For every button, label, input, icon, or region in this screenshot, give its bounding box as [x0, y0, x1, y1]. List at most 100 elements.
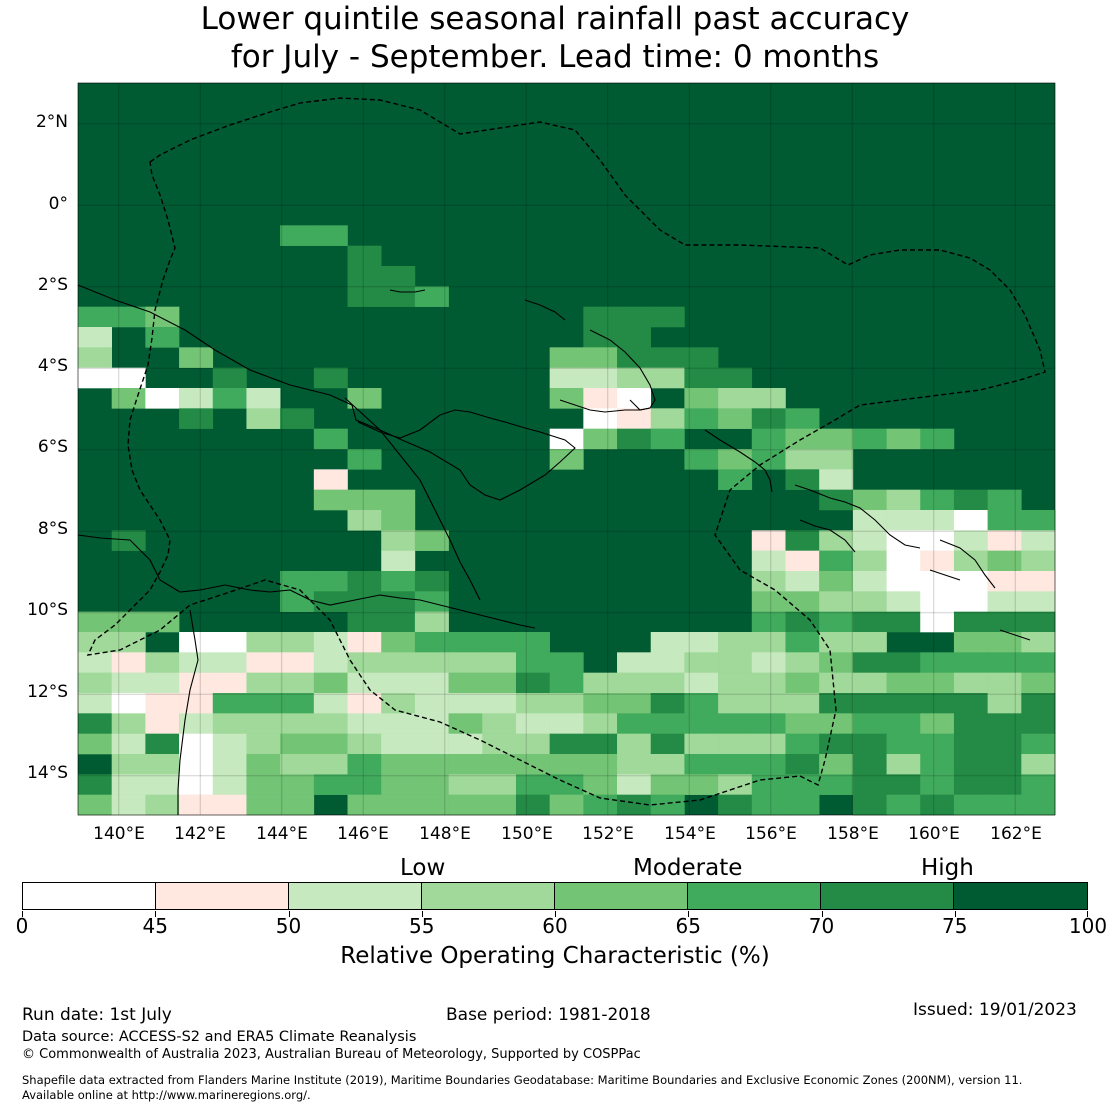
grid-cell [920, 428, 955, 450]
grid-cell [617, 754, 652, 775]
colorbar-tick [155, 911, 157, 917]
grid-cell [414, 754, 449, 775]
grid-cell [212, 794, 247, 816]
grid-cell [515, 794, 550, 816]
grid-cell [886, 550, 921, 572]
coastline [177, 609, 199, 815]
coastline [799, 519, 856, 553]
grid-cell [1021, 733, 1056, 755]
grid-cell [111, 733, 146, 755]
grid-cell [819, 652, 854, 673]
grid-cell [280, 713, 315, 734]
grid-cell [920, 774, 955, 795]
grid-cell [414, 591, 449, 612]
grid-cell [987, 591, 1022, 612]
grid-cell [246, 632, 281, 653]
grid-cell [381, 286, 416, 307]
grid-cell [1021, 774, 1056, 795]
run-date: Run date: 1st July [22, 1005, 172, 1025]
grid-cell [819, 713, 854, 734]
grid-cell [280, 408, 315, 429]
grid-cell [886, 510, 921, 531]
shapefile-credit: Shapefile data extracted from Flanders M… [22, 1073, 1023, 1087]
grid-cell [583, 713, 618, 734]
grid-cell [145, 672, 180, 694]
grid-cell [617, 693, 652, 714]
lat-label-0: 0° [48, 194, 68, 214]
coastline [559, 399, 651, 413]
grid-cell [684, 632, 719, 653]
grid-cell [583, 327, 618, 348]
grid-cell [819, 693, 854, 714]
grid-cell [953, 713, 988, 734]
grid-cell [886, 693, 921, 714]
grid-cell [1021, 713, 1056, 734]
grid-cell [718, 652, 753, 673]
grid-cell [246, 652, 281, 673]
grid-cell [886, 794, 921, 816]
grid-cell [515, 754, 550, 775]
colorbar [22, 882, 1088, 910]
grid-cell [313, 693, 348, 714]
grid-cell [785, 591, 820, 612]
grid-cell [583, 408, 618, 429]
grid-cell [381, 754, 416, 775]
grid-cell [347, 510, 382, 531]
grid-cell [313, 672, 348, 694]
grid-cell [179, 713, 214, 734]
grid-cell [617, 672, 652, 694]
grid-cell [212, 774, 247, 795]
colorbar-segment [954, 883, 1087, 909]
colorbar-tick [555, 911, 556, 917]
lat-label-10s: 10°S [27, 600, 68, 620]
grid-cell [886, 591, 921, 612]
grid-cell [718, 367, 753, 389]
grid-cell [212, 733, 247, 755]
grid-cell [414, 611, 449, 633]
lat-label-12s: 12°S [27, 682, 68, 702]
grid-cell [212, 672, 247, 694]
grid-cell [482, 733, 517, 755]
grid-cell [179, 632, 214, 653]
grid-cell [751, 733, 786, 755]
grid-cell [212, 632, 247, 653]
grid-cell [751, 632, 786, 653]
grid-cell [212, 754, 247, 775]
grid-cell [785, 632, 820, 653]
grid-cell [819, 672, 854, 694]
grid-cell [549, 388, 584, 409]
grid-cell [381, 652, 416, 673]
grid-cell [650, 713, 685, 734]
lat-label-2n: 2°N [35, 112, 68, 132]
grid-cell [414, 571, 449, 592]
grid-cell [617, 408, 652, 429]
grid-cell [852, 733, 887, 755]
grid-cell [145, 327, 180, 348]
grid-cell [718, 693, 753, 714]
grid-cell [414, 693, 449, 714]
grid-cell [212, 367, 247, 389]
grid-cell [347, 571, 382, 592]
grid-cell [785, 571, 820, 592]
grid-cell [852, 693, 887, 714]
legend-category-low: Low [400, 855, 446, 881]
grid-cell [617, 388, 652, 409]
colorbar-tick [1087, 911, 1088, 917]
grid-cell [852, 571, 887, 592]
legend-category-high: High [921, 855, 974, 881]
grid-cell [246, 408, 281, 429]
grid-cell [819, 550, 854, 572]
data-source: Data source: ACCESS-S2 and ERA5 Climate … [22, 1029, 417, 1045]
grid-cell [650, 652, 685, 673]
grid-cell [313, 225, 348, 246]
grid-cell [650, 774, 685, 795]
grid-cell [1021, 652, 1056, 673]
grid-cell [920, 693, 955, 714]
grid-cell [381, 591, 416, 612]
grid-cell [886, 611, 921, 633]
grid-cell [785, 408, 820, 429]
lat-label-8s: 8°S [37, 519, 68, 539]
grid-cell [852, 632, 887, 653]
lat-label-6s: 6°S [37, 437, 68, 457]
grid-cell [145, 652, 180, 673]
